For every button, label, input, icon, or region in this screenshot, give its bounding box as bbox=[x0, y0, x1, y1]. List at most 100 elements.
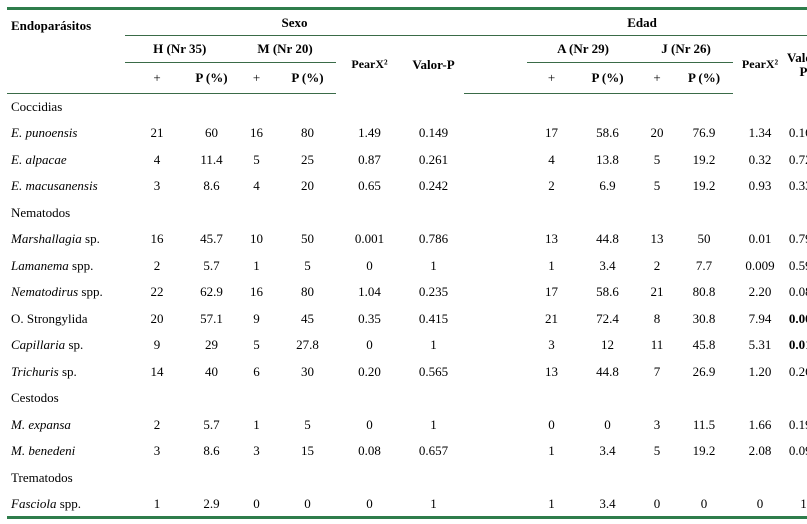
species-name-suffix: O. Strongylida bbox=[11, 310, 88, 326]
h-count-cell: 3 bbox=[153, 443, 161, 459]
spacer-cell bbox=[464, 173, 527, 200]
h-count-cell: 4 bbox=[153, 151, 161, 167]
h-prevalence-cell: 8.6 bbox=[203, 443, 220, 459]
edad-valorp-cell: 0.090 bbox=[788, 443, 807, 459]
edad-pearx-cell: 1.20 bbox=[748, 363, 772, 379]
sexo-pearx-cell: 0 bbox=[366, 495, 373, 511]
header-row-1: Endoparásitos Sexo Edad bbox=[7, 8, 807, 36]
a-plus-header: + bbox=[527, 62, 577, 94]
m-prevalence-cell: 27.8 bbox=[296, 337, 319, 353]
m-prevalence-cell: 80 bbox=[301, 284, 314, 300]
sexo-pearx-cell: 0 bbox=[366, 337, 373, 353]
h-count-cell: 2 bbox=[153, 257, 161, 273]
j-count-cell: 21 bbox=[650, 284, 664, 300]
j-plus-header: + bbox=[639, 62, 676, 94]
m-prevalence-cell: 50 bbox=[301, 231, 314, 247]
spacer-cell bbox=[464, 279, 527, 306]
a-prevalence-cell: 3.4 bbox=[599, 443, 616, 459]
a-count-cell: 17 bbox=[545, 284, 559, 300]
h-prevalence-cell: 11.4 bbox=[200, 151, 223, 167]
j-count-cell: 5 bbox=[653, 151, 661, 167]
j-count-cell: 3 bbox=[653, 416, 661, 432]
edad-pearx-cell: 0.01 bbox=[748, 231, 772, 247]
a-prevalence-cell: 12 bbox=[601, 337, 615, 353]
h-count-cell: 1 bbox=[153, 495, 161, 511]
m-count-cell: 1 bbox=[253, 416, 260, 432]
spacer-cell bbox=[464, 359, 527, 386]
edad-pearx-cell: 0.93 bbox=[748, 178, 772, 194]
species-name-cell: E. alpacae bbox=[7, 147, 125, 174]
m-count-cell: 6 bbox=[253, 363, 260, 379]
m-prevalence-cell: 80 bbox=[301, 125, 314, 141]
edad-pearx-cell: 0.32 bbox=[748, 151, 772, 167]
m-count-cell: 16 bbox=[250, 125, 263, 141]
h-prevalence-cell: 5.7 bbox=[203, 416, 220, 432]
h-count-cell: 16 bbox=[150, 231, 164, 247]
category-row-nematodos: Nematodos bbox=[7, 200, 807, 227]
table-row: M. expansa 2 5.7 1 5 0 1 0 0 3 11.5 1.66 0.199 bbox=[7, 412, 807, 439]
category-row-cestodos: Cestodos bbox=[7, 385, 807, 412]
h-p-header: P (%) bbox=[189, 62, 234, 94]
table-row: Lamanema spp. 2 5.7 1 5 0 1 1 3.4 2 7.7 0.009 0.598 bbox=[7, 253, 807, 280]
header-row-2: H (Nr 35) M (Nr 20) PearX² Valor-P A (Nr… bbox=[7, 35, 807, 78]
species-name-italic: Capillaria bbox=[11, 337, 66, 353]
table-row: M. benedeni 3 8.6 3 15 0.08 0.657 1 3.4 5 19.2 2.08… bbox=[7, 438, 807, 465]
a-count-cell: 2 bbox=[548, 178, 555, 194]
spacer-cell bbox=[464, 147, 527, 174]
table-row: Trichuris sp. 14 40 6 30 0.20 0.565 13 44.8 7 26.9… bbox=[7, 359, 807, 386]
table-row: O. Strongylida 20 57.1 9 45 0.35 0.415 21 72.4 8 3… bbox=[7, 306, 807, 333]
j-count-cell: 20 bbox=[650, 125, 664, 141]
species-name-cell: Trichuris sp. bbox=[7, 359, 125, 386]
header-row-3-blank bbox=[7, 62, 125, 94]
a-count-cell: 13 bbox=[545, 231, 559, 247]
spacer-cell bbox=[464, 438, 527, 465]
species-name-italic: Lamanema bbox=[11, 257, 69, 273]
edad-pearx-cell: 1.34 bbox=[748, 125, 772, 141]
j-prevalence-cell: 19.2 bbox=[692, 151, 716, 167]
m-p-header: P (%) bbox=[279, 62, 336, 94]
a-group-header: A (Nr 29) bbox=[527, 35, 640, 63]
species-name-italic: Nematodirus bbox=[11, 284, 79, 300]
a-prevalence-cell: 58.6 bbox=[596, 125, 619, 141]
h-plus-header: + bbox=[125, 62, 189, 94]
j-prevalence-cell: 0 bbox=[700, 495, 708, 511]
h-count-cell: 20 bbox=[150, 310, 164, 326]
sexo-pearx-cell: 0.65 bbox=[358, 178, 381, 194]
h-count-cell: 21 bbox=[150, 125, 164, 141]
j-prevalence-cell: 80.8 bbox=[692, 284, 716, 300]
j-prevalence-cell: 45.8 bbox=[692, 337, 716, 353]
a-p-header: P (%) bbox=[576, 62, 640, 94]
m-count-cell: 3 bbox=[253, 443, 260, 459]
spacer-cell bbox=[464, 412, 527, 439]
h-prevalence-cell: 8.6 bbox=[203, 178, 220, 194]
edad-valorp-header: Valor-P bbox=[787, 49, 807, 79]
m-prevalence-cell: 15 bbox=[301, 443, 314, 459]
spacer-cell bbox=[464, 120, 527, 147]
edad-pearx-cell: 2.08 bbox=[748, 443, 772, 459]
a-prevalence-cell: 0 bbox=[604, 416, 611, 432]
m-count-cell: 16 bbox=[250, 284, 263, 300]
j-count-cell: 13 bbox=[650, 231, 664, 247]
a-prevalence-cell: 3.4 bbox=[599, 257, 616, 273]
sexo-valorp-cell: 1 bbox=[430, 495, 437, 511]
edad-valorp-cell: 0.336 bbox=[788, 178, 807, 194]
edad-valorp-cell: 0.790 bbox=[788, 231, 807, 247]
a-count-cell: 21 bbox=[545, 310, 559, 326]
spacer-cell bbox=[464, 332, 527, 359]
species-name-italic: Marshallagia bbox=[11, 231, 82, 247]
edad-spacer bbox=[464, 36, 527, 63]
edad-pearx-cell: 5.31 bbox=[748, 337, 772, 353]
h-prevalence-cell: 45.7 bbox=[200, 231, 223, 247]
edad-pearx-cell: 1.66 bbox=[748, 416, 772, 432]
a-prevalence-cell: 6.9 bbox=[599, 178, 616, 194]
j-prevalence-cell: 7.7 bbox=[695, 257, 713, 273]
m-count-cell: 10 bbox=[250, 231, 263, 247]
parasite-table: Endoparásitos Sexo Edad H (Nr 35) M (Nr … bbox=[7, 7, 807, 519]
spacer-cell bbox=[464, 491, 527, 518]
species-name-suffix: sp. bbox=[65, 337, 84, 353]
h-prevalence-cell: 62.9 bbox=[200, 284, 223, 300]
species-name-cell: Fasciola spp. bbox=[7, 491, 125, 518]
edad-valorp-cell: 0.089 bbox=[788, 284, 807, 300]
species-name-cell: Capillaria sp. bbox=[7, 332, 125, 359]
m-group-header: M (Nr 20) bbox=[234, 35, 336, 63]
